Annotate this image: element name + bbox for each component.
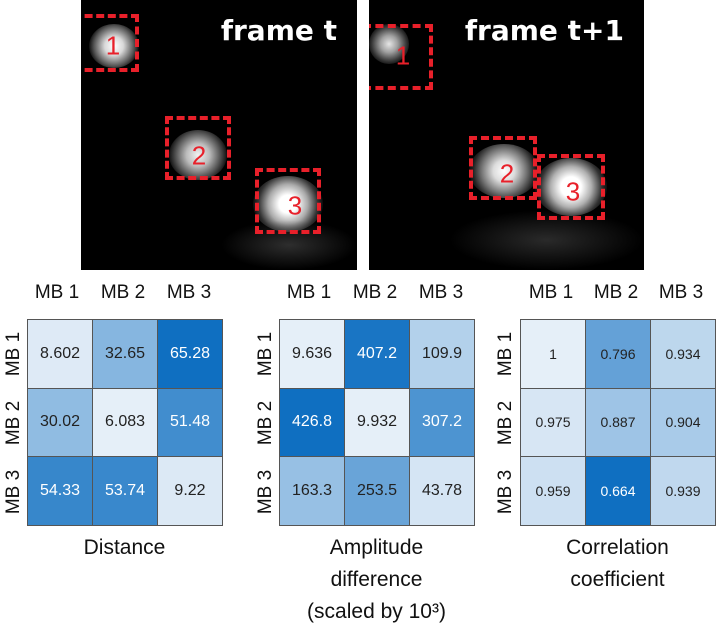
- matrix-cell: 307.2: [409, 387, 475, 458]
- mb-box-2: [165, 116, 231, 180]
- column-header: MB 1: [286, 282, 332, 303]
- matrix-cell: 253.5: [344, 456, 410, 526]
- row-header: MB 1: [255, 331, 276, 377]
- caption-line: (scaled by 10³): [307, 600, 446, 623]
- matrix-cell: 54.33: [27, 456, 93, 526]
- matrix-cell: 9.636: [279, 319, 345, 389]
- column-header: MB 1: [34, 282, 80, 303]
- microbubble-2: [169, 130, 227, 180]
- row-header: MB 3: [3, 469, 24, 515]
- matrix-cell: 0.934: [650, 319, 716, 389]
- column-header: MB 2: [100, 282, 146, 303]
- row-header: MB 2: [495, 400, 516, 446]
- matrix-cell: 407.2: [344, 319, 410, 389]
- matrix-cell: 9.22: [157, 456, 223, 526]
- caption-line: Correlation: [566, 536, 669, 559]
- matrix-cell: 0.796: [585, 319, 651, 389]
- caption-line: Amplitude: [329, 536, 424, 559]
- matrix-cell: 51.48: [157, 387, 223, 458]
- mb-box-1: [369, 24, 433, 90]
- correlation-coefficient-matrix: MB 1 MB 2 MB 3 MB 1 MB 2 MB 3 Correlatio…: [478, 282, 718, 602]
- amplitude-difference-matrix: MB 1 MB 2 MB 3 MB 1 MB 2 MB 3 Amplitude …: [240, 282, 480, 623]
- frame-t-image: frame t 1 2 3: [81, 0, 357, 270]
- matrix-cell: 0.887: [585, 387, 651, 458]
- matrix-cell: 1: [520, 319, 586, 389]
- caption-line: coefficient: [570, 568, 665, 591]
- column-header: MB 1: [528, 282, 574, 303]
- mb-box-3: [537, 154, 605, 220]
- row-header: MB 1: [3, 331, 24, 377]
- matrix-cell: 0.959: [520, 456, 586, 526]
- matrix-cell: 65.28: [157, 319, 223, 389]
- mb-label-2: 2: [191, 140, 207, 171]
- frame-title: frame t+1: [464, 14, 624, 47]
- microbubble-3: [535, 158, 607, 216]
- column-header: MB 3: [166, 282, 212, 303]
- column-header: MB 2: [593, 282, 639, 303]
- matrix-cell: 53.74: [92, 456, 158, 526]
- matrix-cell: 8.602: [27, 319, 93, 389]
- matrix-caption: Distance: [27, 532, 222, 564]
- matrix-cell: 0.939: [650, 456, 716, 526]
- mb-label-2: 2: [499, 158, 515, 189]
- matrix-cell: 163.3: [279, 456, 345, 526]
- row-header: MB 3: [495, 469, 516, 515]
- microbubble-2: [469, 144, 539, 198]
- matrix-cell: 30.02: [27, 387, 93, 458]
- row-header: MB 2: [3, 400, 24, 446]
- caption-line: difference: [330, 568, 423, 591]
- frame-title: frame t: [220, 14, 337, 47]
- matrix-cell: 6.083: [92, 387, 158, 458]
- matrix-cell: 0.975: [520, 387, 586, 458]
- column-header: MB 3: [418, 282, 464, 303]
- matrix-cell: 9.932: [344, 387, 410, 458]
- column-header: MB 2: [352, 282, 398, 303]
- matrix-caption: Correlation coefficient: [520, 532, 715, 596]
- matrix-cell: 43.78: [409, 456, 475, 526]
- matrix-cell: 32.65: [92, 319, 158, 389]
- background-haze: [221, 220, 357, 270]
- mb-box-3: [255, 168, 321, 234]
- mb-label-3: 3: [565, 176, 581, 207]
- row-header: MB 3: [255, 469, 276, 515]
- mb-box-1: [81, 14, 139, 72]
- frame-t1-image: frame t+1 1 2 3: [369, 0, 644, 270]
- matrix-caption: Amplitude difference (scaled by 10³): [279, 532, 474, 628]
- background-haze: [449, 210, 644, 270]
- microbubble-1: [369, 24, 409, 64]
- matrix-cell: 426.8: [279, 387, 345, 458]
- distance-matrix: MB 1 MB 2 MB 3 MB 1 MB 2 MB 3 Distance 8…: [0, 282, 232, 582]
- matrix-cell: 0.664: [585, 456, 651, 526]
- mb-label-1: 1: [105, 30, 121, 61]
- row-header: MB 2: [255, 400, 276, 446]
- mb-box-2: [469, 136, 537, 200]
- caption-line: Distance: [83, 536, 166, 559]
- column-header: MB 3: [658, 282, 704, 303]
- mb-label-1: 1: [395, 40, 411, 71]
- row-header: MB 1: [495, 331, 516, 377]
- matrix-cell: 109.9: [409, 319, 475, 389]
- microbubble-1: [89, 24, 139, 68]
- mb-label-3: 3: [287, 190, 303, 221]
- matrix-cell: 0.904: [650, 387, 716, 458]
